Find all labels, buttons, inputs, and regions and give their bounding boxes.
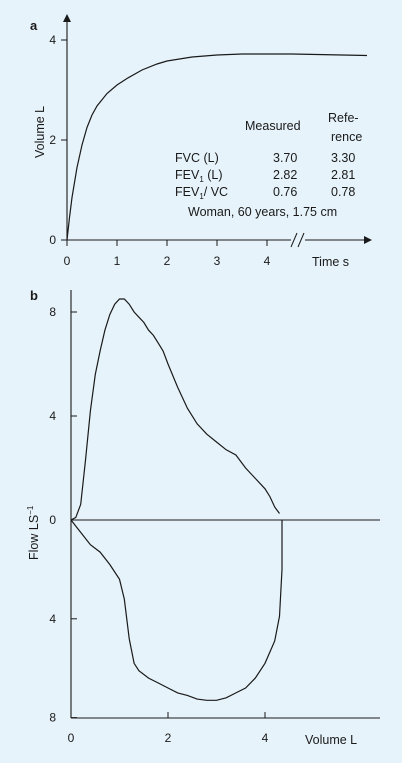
x-tick-label: 2 (165, 731, 172, 745)
panel-a-volume-time-curve (66, 53, 368, 241)
table-row-label: FEV1/ VC (175, 185, 228, 201)
panel-a-x-ticks: 0 1 2 3 4 (64, 240, 271, 268)
table-footnote: Woman, 60 years, 1.75 cm (188, 205, 337, 219)
x-tick-label: 4 (262, 731, 269, 745)
y-tick-label: 4 (49, 612, 56, 626)
panel-a-y-axis-label: Volume L (33, 106, 47, 158)
panel-a-y-ticks: 0 2 4 (49, 33, 67, 247)
y-tick-label: 4 (49, 409, 56, 423)
y-tick-label: 0 (49, 513, 56, 527)
panel-b-label: b (30, 288, 38, 303)
panel-b-x-ticks: 0 2 4 (68, 712, 269, 745)
table-row-measured: 0.76 (273, 185, 297, 199)
table-header-reference-1: Refe- (328, 111, 359, 125)
y-tick-label: 4 (49, 33, 56, 47)
panel-b-expiratory-curve (70, 298, 280, 521)
y-tick-label: 8 (49, 305, 56, 319)
y-tick-label: 8 (49, 711, 56, 725)
panel-a-y-arrow (63, 14, 71, 22)
x-tick-label: 3 (214, 254, 221, 268)
x-tick-label: 2 (164, 254, 171, 268)
panel-a-x-arrow (364, 236, 372, 244)
table-row-reference: 2.81 (331, 168, 355, 182)
table-header-measured: Measured (245, 119, 301, 133)
table-row-reference: 3.30 (331, 151, 355, 165)
table-row-label: FEV1 (L) (175, 168, 223, 184)
y-tick-label: 2 (49, 133, 56, 147)
panel-b-inspiratory-curve (70, 519, 283, 701)
panel-b-y-axis-label: Flow LS−1 (26, 505, 41, 560)
panel-b-x-axis-label: Volume L (305, 733, 357, 747)
x-tick-label: 0 (64, 254, 71, 268)
y-tick-label: 0 (49, 233, 56, 247)
table-row-reference: 0.78 (331, 185, 355, 199)
x-tick-label: 0 (68, 731, 75, 745)
x-tick-label: 1 (114, 254, 121, 268)
panel-a: a 0 1 2 3 4 0 2 4 Time s Volume L Measured Ref… (30, 14, 372, 269)
panel-a-axis-break (290, 232, 305, 248)
table-header-reference-2: rence (331, 130, 362, 144)
panel-b-y-ticks: 0 4 8 4 8 (49, 305, 77, 725)
panel-a-label: a (30, 18, 38, 33)
table-row-measured: 2.82 (273, 168, 297, 182)
table-row-label: FVC (L) (175, 151, 219, 165)
spirometry-table: Measured Refe- rence FVC (L) 3.70 3.30 F… (175, 111, 362, 219)
panel-a-x-axis-label: Time s (312, 255, 349, 269)
panel-b: b 0 2 4 0 4 8 4 8 Volume L Flow LS−1 (26, 288, 380, 747)
x-tick-label: 4 (264, 254, 271, 268)
table-row-measured: 3.70 (273, 151, 297, 165)
